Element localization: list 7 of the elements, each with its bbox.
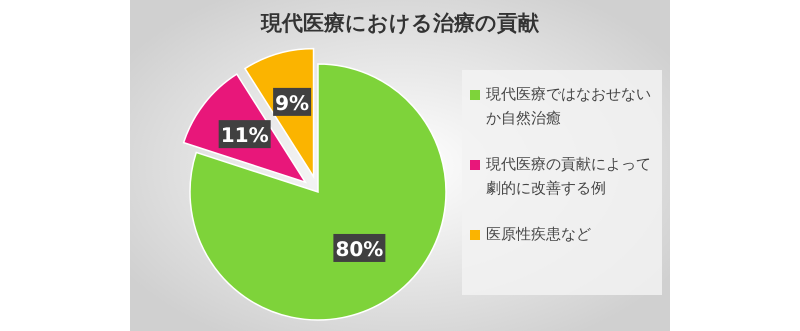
data-label: 9% bbox=[275, 90, 310, 115]
legend-label: 医原性疾患など bbox=[486, 224, 592, 245]
data-label: 80% bbox=[335, 236, 384, 261]
data-label: 11% bbox=[220, 123, 269, 148]
chart-title: 現代医療における治療の貢献 bbox=[260, 11, 540, 35]
legend-label: 現代医療ではなおせないか自然治癒 bbox=[486, 84, 652, 129]
legend-label: 現代医療の貢献によって劇的に改善する例 bbox=[486, 154, 652, 199]
